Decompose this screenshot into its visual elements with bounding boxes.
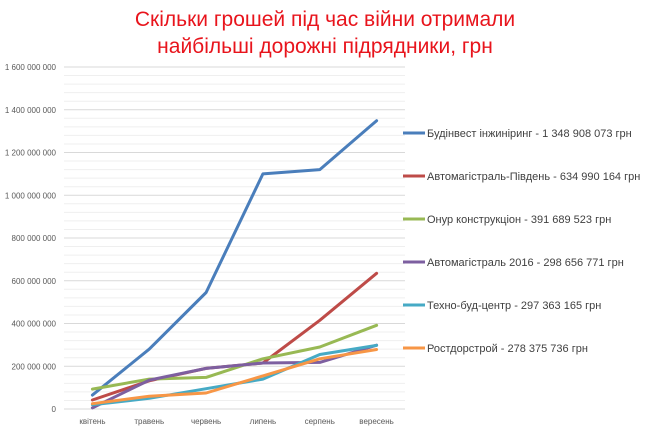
x-tick-label: квітень [79,417,105,426]
y-tick-label: 200 000 000 [12,362,57,371]
x-tick-label: червень [191,417,221,426]
y-tick-label: 1 000 000 000 [5,191,57,200]
legend-label: Автомагістраль 2016 - 298 656 771 грн [427,257,624,269]
chart-title-line-2: найбільші дорожні підрядники, грн [157,35,493,58]
legend-label: Ростдорстрой - 278 375 736 грн [427,343,588,355]
series-line-3 [90,343,379,410]
y-tick-label: 400 000 000 [12,320,57,329]
legend-label: Техно-буд-центр - 297 363 165 грн [427,300,601,312]
x-tick-label: липень [250,417,277,426]
chart-title: Скільки грошей під час війни отримали на… [0,6,650,60]
series-line-5 [90,348,379,406]
y-tick-label: 800 000 000 [12,234,57,243]
x-tick-label: серпень [305,417,335,426]
y-tick-label: 0 [52,405,57,414]
y-tick-label: 1 400 000 000 [5,106,57,115]
series-line-2 [90,323,379,391]
x-tick-label: травень [134,417,164,426]
x-tick-label: вересень [359,417,394,426]
series-line-0 [90,119,379,397]
y-tick-label: 1 600 000 000 [5,63,57,72]
y-tick-label: 1 200 000 000 [5,149,57,158]
legend-label: Автомагістраль-Південь - 634 990 164 грн [427,171,640,183]
legend-label: Будінвест інжиніринг - 1 348 908 073 грн [427,128,632,140]
chart-title-line-1: Скільки грошей під час війни отримали [134,8,516,31]
y-tick-label: 600 000 000 [12,277,57,286]
legend-label: Онур конструкціон - 391 689 523 грн [427,214,611,226]
